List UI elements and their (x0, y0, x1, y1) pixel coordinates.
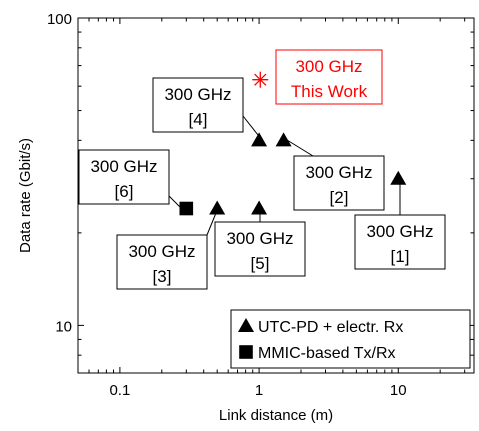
annotation-box (152, 77, 244, 133)
annotation-line2: [3] (153, 267, 172, 286)
annotation-line1: 300 GHz (366, 222, 433, 241)
annotation-line2: [1] (391, 247, 410, 266)
annotation-label: 300 GHz [1] (354, 214, 446, 270)
annotation-line2: [2] (330, 188, 349, 207)
annotation-line2: [4] (189, 110, 208, 129)
data-point (251, 132, 268, 147)
x-tick-label: 0.1 (109, 382, 130, 399)
legend-box (230, 309, 471, 369)
legend-label: MMIC-based Tx/Rx (258, 345, 396, 362)
x-axis-title: Link distance (m) (219, 407, 333, 424)
annotation-line1: 300 GHz (295, 57, 362, 76)
annotation-box (275, 49, 383, 105)
y-axis-title: Data rate (Gbit/s) (17, 138, 34, 253)
annotation-label: 300 GHz This Work (275, 49, 383, 105)
x-tick-label: 1 (255, 382, 263, 399)
legend-label: UTC-PD + electr. Rx (258, 319, 403, 336)
annotation-box (293, 155, 385, 211)
annotation-leader-line (286, 139, 314, 157)
annotation-label: 300 GHz [3] (116, 234, 208, 290)
annotation-line1: 300 GHz (128, 242, 195, 261)
annotation-leader-line (206, 212, 217, 236)
legend-marker (239, 345, 253, 359)
plot-frame (77, 17, 475, 374)
annotation-line1: 300 GHz (90, 157, 157, 176)
data-point (252, 71, 269, 88)
x-tick-label: 10 (390, 382, 407, 399)
annotation-line1: 300 GHz (305, 163, 372, 182)
y-tick-label: 10 (55, 318, 72, 335)
annotation-label: 300 GHz [4] (152, 77, 244, 133)
annotation-box (78, 149, 170, 205)
legend: UTC-PD + electr. Rx MMIC-based Tx/Rx (230, 309, 471, 369)
data-point (179, 201, 194, 216)
y-tick-label: 100 (47, 11, 72, 28)
annotation-label: 300 GHz [5] (214, 221, 306, 277)
asterisk-stroke (254, 73, 267, 86)
annotation-label: 300 GHz [2] (293, 155, 385, 211)
annotation-line2: This Work (291, 82, 368, 101)
annotation-box (116, 234, 208, 290)
annotation-line1: 300 GHz (226, 229, 293, 248)
annotation-line2: [6] (115, 182, 134, 201)
data-point (390, 170, 407, 185)
data-point (209, 200, 226, 215)
data-point (251, 200, 268, 215)
data-point (275, 132, 292, 147)
annotation-box (214, 221, 306, 277)
annotation-leader-line (168, 195, 181, 208)
legend-marker (238, 318, 254, 332)
annotation-label: 300 GHz [6] (78, 149, 170, 205)
annotation-line1: 300 GHz (164, 85, 231, 104)
annotation-line2: [5] (251, 254, 270, 273)
annotation-box (354, 214, 446, 270)
